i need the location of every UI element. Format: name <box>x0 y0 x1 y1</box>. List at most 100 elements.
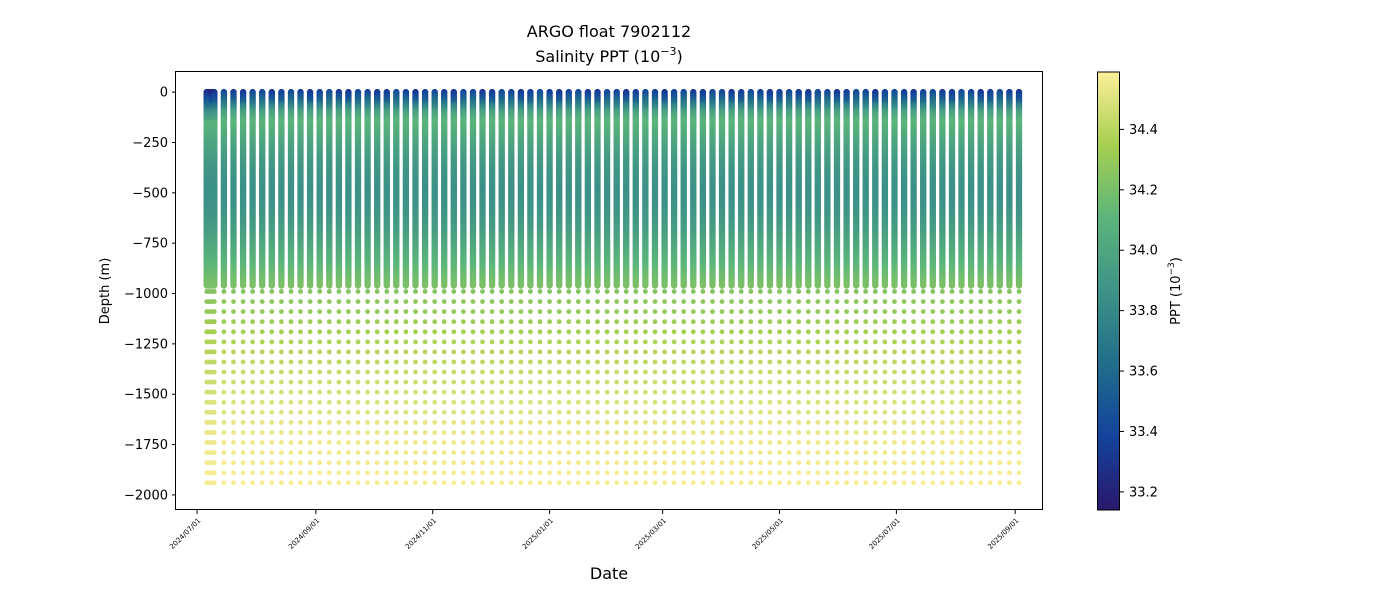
data-point-974 <box>231 359 236 365</box>
profile-2024-11-07 <box>441 88 448 486</box>
data-point-4632 <box>479 282 486 289</box>
data-point-4070 <box>441 299 447 304</box>
data-point-3236 <box>384 420 390 425</box>
data-point-3099 <box>374 460 380 466</box>
data-point-1112 <box>240 329 246 335</box>
data-point-2112 <box>307 460 313 466</box>
data-point-4919 <box>499 329 505 335</box>
data-point-1127 <box>240 480 246 486</box>
data-point-3946 <box>432 470 438 476</box>
data-point-2102 <box>307 359 313 365</box>
data-point-2385 <box>326 369 332 375</box>
data-point-1960 <box>298 349 303 355</box>
data-point-689 <box>211 329 217 335</box>
profile-2024-09-08 <box>326 88 333 486</box>
data-point-3927 <box>431 282 438 289</box>
data-point-1674 <box>279 309 284 314</box>
data-point-1537 <box>269 349 275 355</box>
data-point-3094 <box>374 409 380 415</box>
profile-2024-11-27 <box>479 88 486 486</box>
data-point-1813 <box>288 289 294 294</box>
data-point-3663 <box>413 460 418 466</box>
data-point-4228 <box>451 470 457 476</box>
data-point-1123 <box>240 440 246 445</box>
data-point-2666 <box>346 359 351 365</box>
profile-2024-08-09 <box>268 88 275 486</box>
data-point-2955 <box>365 430 370 435</box>
data-point-4507 <box>470 440 476 445</box>
profile-2024-10-28 <box>421 88 429 486</box>
data-point-1119 <box>240 399 246 405</box>
data-point-3662 <box>413 450 418 455</box>
data-point-2111 <box>307 450 313 455</box>
data-point-1262 <box>250 420 256 425</box>
data-point-1678 <box>279 349 284 355</box>
data-point-693 <box>211 369 217 375</box>
data-point-2114 <box>307 480 313 486</box>
data-point-1113 <box>240 339 246 345</box>
chart-subtitle-suffix: ) <box>677 47 683 66</box>
data-point-3367 <box>393 319 399 325</box>
data-point-978 <box>231 399 236 405</box>
data-point-3660 <box>413 430 418 435</box>
data-point-985 <box>231 470 236 476</box>
data-point-4080 <box>441 399 447 405</box>
data-point-1268 <box>250 480 256 486</box>
profile-2024-11-12 <box>450 88 457 486</box>
data-point-3932 <box>432 329 438 335</box>
data-point-3790 <box>422 319 428 325</box>
data-point-1966 <box>298 409 303 415</box>
data-point-1538 <box>269 359 275 365</box>
data-point-3086 <box>374 329 380 335</box>
data-point-3651 <box>413 339 418 345</box>
data-point-1676 <box>279 329 284 335</box>
data-point-695 <box>211 389 217 395</box>
data-point-2236 <box>317 289 323 294</box>
data-point-4088 <box>441 480 447 486</box>
data-point-4934 <box>499 480 505 486</box>
data-point-1530 <box>268 282 275 289</box>
data-point-2665 <box>346 349 351 355</box>
data-point-702 <box>211 460 217 466</box>
data-point-2954 <box>365 420 370 425</box>
data-point-2675 <box>346 450 351 455</box>
data-point-3087 <box>374 339 380 345</box>
data-point-825 <box>220 282 228 289</box>
data-point-2945 <box>365 329 370 335</box>
data-point-4793 <box>489 480 495 486</box>
data-point-1400 <box>259 389 265 395</box>
data-point-2518 <box>336 289 342 294</box>
data-point-1394 <box>259 329 265 335</box>
data-point-4222 <box>451 409 457 415</box>
data-point-2670 <box>346 399 351 405</box>
data-point-1816 <box>288 319 294 325</box>
data-point-2253 <box>317 460 323 466</box>
data-point-3786 <box>421 282 429 289</box>
data-point-2384 <box>326 359 332 365</box>
profile-2024-09-23 <box>354 88 362 486</box>
data-point-828 <box>221 309 227 314</box>
data-point-2095 <box>307 289 313 294</box>
data-point-1389 <box>259 282 266 289</box>
data-point-1405 <box>259 440 265 445</box>
data-point-3649 <box>413 319 418 325</box>
data-point-3944 <box>432 450 438 455</box>
data-point-4221 <box>451 399 457 405</box>
data-point-4210 <box>451 289 457 294</box>
profile-2024-08-14 <box>278 88 285 486</box>
data-point-843 <box>221 460 227 466</box>
data-point-4357 <box>461 349 466 355</box>
data-point-3518 <box>403 420 409 425</box>
data-point-2677 <box>346 470 351 476</box>
data-point-3934 <box>432 349 438 355</box>
data-point-4217 <box>451 359 457 365</box>
data-point-1266 <box>250 460 256 466</box>
data-point-1260 <box>250 399 256 405</box>
data-point-1114 <box>240 349 246 355</box>
data-point-4927 <box>499 409 505 415</box>
data-point-684 <box>211 282 218 289</box>
data-point-2819 <box>355 480 361 486</box>
data-point-1252 <box>250 319 256 325</box>
data-point-1828 <box>288 440 294 445</box>
data-point-4508 <box>470 450 476 455</box>
